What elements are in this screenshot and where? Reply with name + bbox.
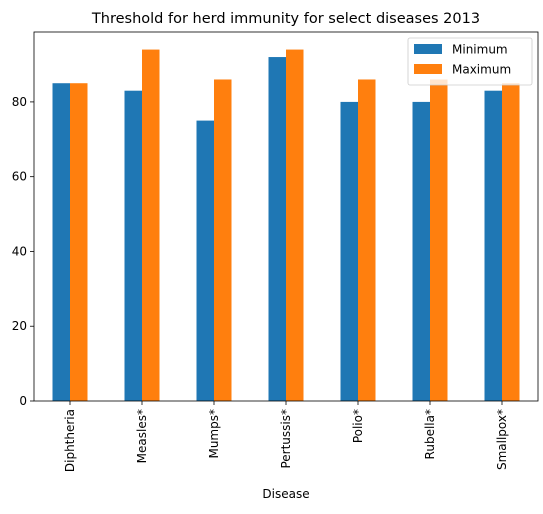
- y-tick-label: 60: [12, 170, 27, 184]
- y-axis-ticks: 0 20 40 60 80: [12, 95, 34, 408]
- legend-label-minimum: Minimum: [452, 43, 508, 57]
- y-tick-label: 80: [12, 95, 27, 109]
- x-tick-label: Diphtheria: [63, 409, 77, 472]
- x-tick-label: Rubella*: [423, 409, 437, 459]
- bar-minimum-smallpox: [484, 90, 502, 401]
- x-axis-ticks: Diphtheria Measles* Mumps* Pertussis* Polio*…: [63, 401, 509, 472]
- bar-minimum-rubella: [412, 101, 430, 401]
- bars-layer: [52, 49, 520, 402]
- bar-minimum-polio: [340, 101, 358, 401]
- bar-minimum-measles: [124, 90, 142, 401]
- y-tick-label: 20: [12, 319, 27, 333]
- legend-swatch-minimum: [414, 44, 442, 54]
- x-tick-label: Polio*: [351, 409, 365, 443]
- bar-minimum-diphtheria: [52, 83, 70, 401]
- y-tick-label: 0: [19, 394, 27, 408]
- legend-swatch-maximum: [414, 64, 442, 74]
- plot-frame: [33, 31, 539, 402]
- bar-maximum-diphtheria: [70, 83, 88, 401]
- x-tick-label: Mumps*: [207, 409, 221, 459]
- bar-maximum-pertussis: [286, 49, 304, 401]
- bar-minimum-mumps: [196, 120, 214, 401]
- x-tick-label: Smallpox*: [495, 409, 509, 470]
- x-tick-label: Pertussis*: [279, 409, 293, 469]
- bar-maximum-rubella: [430, 79, 448, 401]
- legend-label-maximum: Maximum: [452, 63, 511, 77]
- bar-maximum-mumps: [214, 79, 232, 401]
- bar-maximum-smallpox: [502, 83, 520, 401]
- chart-title: Threshold for herd immunity for select d…: [91, 11, 480, 27]
- y-tick-label: 40: [12, 244, 27, 258]
- bar-maximum-polio: [358, 79, 376, 401]
- x-tick-label: Measles*: [135, 409, 149, 463]
- legend: Minimum Maximum: [407, 37, 533, 86]
- x-axis-label: Disease: [262, 487, 309, 501]
- bar-maximum-measles: [142, 49, 160, 401]
- bar-minimum-pertussis: [268, 57, 286, 402]
